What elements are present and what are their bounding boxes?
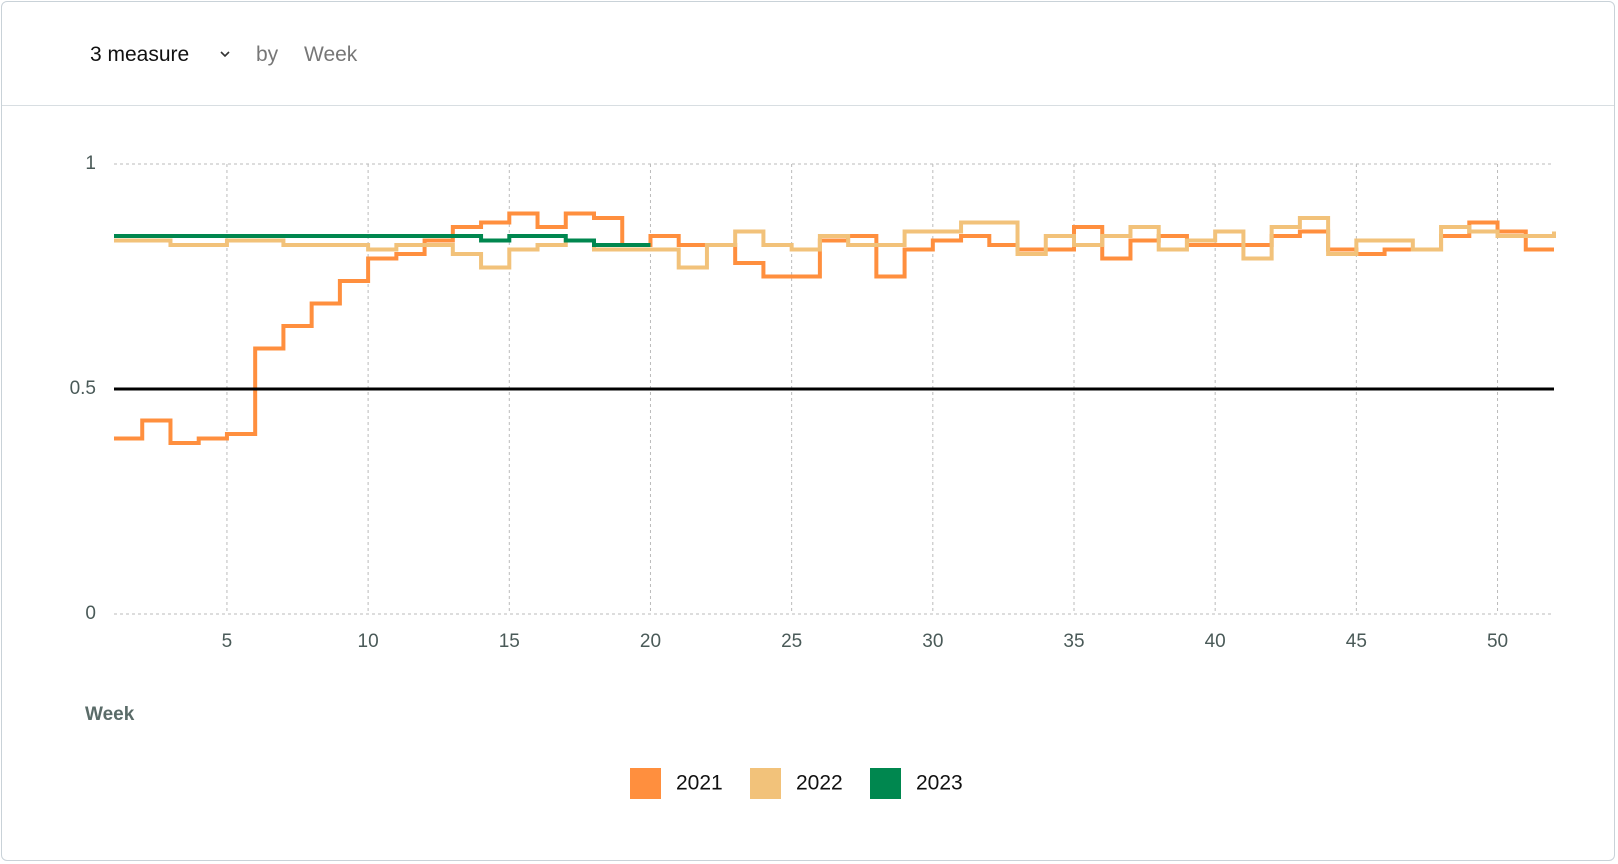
x-tick-label: 40 [1205,631,1226,652]
y-tick-label: 0.5 [70,378,96,399]
y-tick-label: 0 [85,603,96,624]
measure-select[interactable]: 3 measure [90,43,190,66]
legend-label: 2023 [916,772,963,795]
series-line [114,216,1556,270]
series-line [114,211,1554,445]
x-tick-label: 20 [640,631,661,652]
legend-label: 2021 [676,772,723,795]
x-tick-label: 25 [781,631,802,652]
legend-label: 2022 [796,772,843,795]
x-tick-label: 50 [1487,631,1508,652]
x-tick-label: 15 [499,631,520,652]
x-tick-label: 30 [922,631,943,652]
x-axis-label: Week [85,704,135,725]
legend-swatch [630,768,661,799]
legend-swatch [870,768,901,799]
x-tick-label: 45 [1346,631,1367,652]
x-tick-label: 5 [222,631,233,652]
series-line [114,234,651,247]
dimension-select[interactable]: Week [304,43,358,66]
legend-swatch [750,768,781,799]
x-tick-label: 10 [358,631,379,652]
chevron[interactable] [219,49,231,59]
toolbar: 3 measure by Week [2,2,1614,106]
by-label: by [256,43,279,66]
x-tick-label: 35 [1063,631,1084,652]
y-tick-label: 1 [85,153,96,174]
